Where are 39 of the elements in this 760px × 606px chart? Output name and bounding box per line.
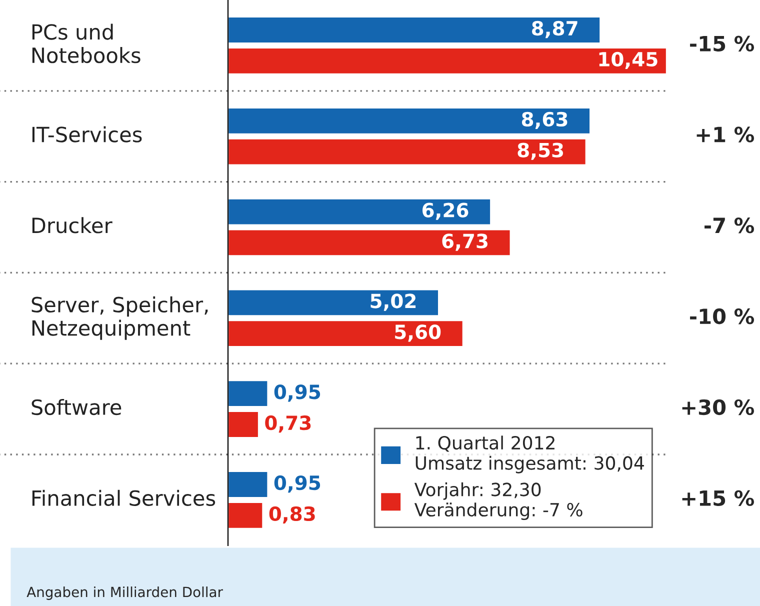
data-label: 8,53 [518,142,564,160]
text: -15 % [690,36,754,52]
bar [228,380,269,408]
data-label: 10,45 [599,52,658,70]
data-label: 8,63 [522,112,568,130]
text: +1 % [696,126,754,142]
legend-label: Vorjahr: 32,30 Veränderung: -7 % [414,482,582,520]
y-tick-label: Server, Speicher, Netzequipment [32,296,208,340]
bar [228,198,492,226]
legend-label: 1. Quartal 2012 Umsatz insgesamt: 30,04 [416,436,644,474]
bar [228,16,601,44]
text: +30 % [682,399,754,416]
text: -7 % [704,218,754,234]
y-tick-label: Drucker [32,217,112,234]
y-tick-label: Software [32,398,122,416]
bar [228,107,591,135]
bar [228,410,260,438]
data-label: 5,02 [370,294,416,311]
data-label: 0,73 [265,415,311,433]
bar [228,502,264,530]
bar [228,228,512,257]
data-label: 8,87 [532,20,578,38]
y-tick-label: IT-Services [32,126,142,142]
bar [228,138,587,166]
bar [228,470,269,498]
text: Angaben in Milliarden Dollar [26,586,223,600]
data-label: 0,83 [269,506,315,524]
bar [228,288,440,317]
data-label: 6,73 [442,234,488,251]
bar [228,320,464,348]
text: -10 % [690,308,754,324]
data-label: 5,60 [395,324,441,342]
data-label: 0,95 [274,384,320,402]
bar [228,47,668,75]
y-tick-label: PCs und Notebooks [32,24,140,64]
text: +15 % [682,490,754,506]
data-label: 6,26 [422,202,468,220]
y-tick-label: Financial Services [32,490,216,506]
data-label: 0,95 [274,475,320,493]
